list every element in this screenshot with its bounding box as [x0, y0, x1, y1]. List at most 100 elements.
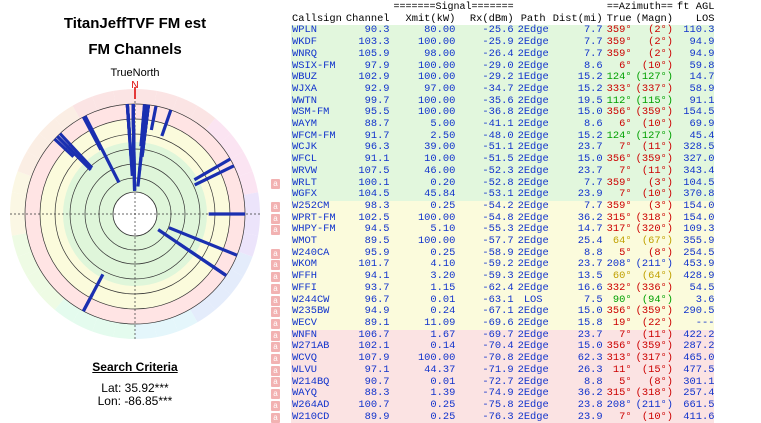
callsign-cell[interactable]: WFCM-FM [291, 130, 342, 143]
callsign-cell[interactable]: WRVW [291, 165, 342, 178]
alert-a-button[interactable]: a [271, 260, 280, 271]
col-xmit[interactable]: Xmit(kW) [405, 12, 456, 25]
callsign-cell[interactable]: WFCL [291, 153, 342, 166]
callsign-cell[interactable]: WAYQ [291, 387, 342, 400]
alert-a-button[interactable]: a [271, 365, 280, 376]
alert-a-button[interactable]: a [271, 213, 280, 224]
path-cell: 2Edge [513, 36, 549, 49]
path-cell: 2Edge [513, 25, 549, 38]
col-los[interactable]: LOS [695, 12, 715, 25]
col-true[interactable]: True [606, 12, 632, 25]
table-row[interactable]: WAYQ 88.3 1.39 -74.9 2Edge 36.2 315° (318°) 257.… [291, 387, 715, 400]
table-row[interactable]: W235BW 94.9 0.24 -67.1 2Edge 15.0 356° (359°) 29… [291, 306, 715, 318]
callsign-cell[interactable]: WKDF [291, 36, 342, 49]
callsign-cell[interactable]: W252CM [291, 200, 342, 213]
table-row[interactable]: WGFX 104.5 45.84 -53.1 2Edge 23.9 7° (10°) 370.8 [291, 189, 715, 201]
table-row[interactable]: WSM-FM 95.5 100.00 -36.8 2Edge 15.0 356° (359°)… [291, 107, 715, 120]
callsign-cell[interactable]: WNRQ [291, 48, 342, 61]
col-path[interactable]: Path [520, 12, 546, 25]
alert-a-button[interactable]: a [271, 295, 280, 306]
callsign-cell[interactable]: WSIX-FM [291, 60, 342, 73]
xmit-cell: 1.67 [389, 329, 456, 342]
col-channel[interactable]: Channel [345, 12, 390, 25]
callsign-cell[interactable]: W235BW [291, 306, 342, 318]
callsign-cell[interactable]: W264AD [291, 399, 342, 412]
table-row[interactable]: WAYM 88.7 5.00 -41.1 2Edge 8.6 6° (10°) 69.9 [291, 118, 715, 131]
alert-a-button[interactable]: a [271, 342, 280, 353]
col-rx[interactable]: Rx(dBm) [469, 12, 514, 25]
table-row[interactable]: W240CA 95.9 0.25 -58.9 2Edge 8.8 5° (8°) 254.5 [291, 247, 715, 260]
callsign-cell[interactable]: WSM-FM [291, 107, 342, 120]
callsign-cell[interactable]: WPRT-FM [291, 212, 342, 225]
callsign-cell[interactable]: WAYM [291, 118, 342, 131]
callsign-cell[interactable]: W214BQ [291, 376, 342, 389]
callsign-cell[interactable]: WCVQ [291, 352, 342, 365]
alert-a-button[interactable]: a [271, 318, 280, 329]
callsign-cell[interactable]: WFFH [291, 270, 342, 283]
table-row[interactable]: W271AB 102.1 0.14 -70.4 2Edge 15.0 356° (359°) 2… [291, 341, 715, 354]
table-row[interactable]: WFFI 93.7 1.15 -62.4 2Edge 16.6 332° (336°) 54.5 [291, 282, 715, 295]
table-row[interactable]: WFCM-FM 91.7 2.50 -48.0 2Edge 15.2 124° (127°) 4… [291, 130, 715, 143]
alert-a-button[interactable]: a [271, 178, 280, 189]
callsign-cell[interactable]: WRLT [291, 177, 342, 190]
callsign-cell[interactable]: WGFX [291, 189, 342, 201]
table-row[interactable]: W264AD 100.7 0.25 -75.8 2Edge 23.8 208° (211°) 6… [291, 399, 715, 412]
callsign-cell[interactable]: W244CW [291, 294, 342, 307]
col-magn[interactable]: (Magn) [635, 12, 674, 25]
table-row[interactable]: WHPY-FM 94.5 5.10 -55.3 2Edge 14.7 317° (320°) 1… [291, 224, 715, 237]
table-row[interactable]: WKOM 101.7 4.10 -59.2 2Edge 23.7 208° (211°) 453… [291, 259, 715, 272]
alert-a-button[interactable]: a [271, 272, 280, 283]
table-row[interactable]: WPRT-FM 102.5 100.00 -54.8 2Edge 36.2 315° (318… [291, 212, 715, 225]
table-row[interactable]: WSIX-FM 97.9 100.00 -29.0 2Edge 8.6 6° (10°) 59.… [291, 60, 715, 73]
callsign-cell[interactable]: WECV [291, 317, 342, 330]
col-dist[interactable]: Dist(mi) [552, 12, 603, 25]
callsign-cell[interactable]: WNFN [291, 329, 342, 342]
col-callsign[interactable]: Callsign [292, 12, 342, 25]
table-row[interactable]: WLVU 97.1 44.37 -71.9 2Edge 26.3 11° (15°) 477.5 [291, 364, 715, 377]
channel-cell: 91.7 [341, 130, 390, 143]
callsign-cell[interactable]: WKOM [291, 259, 342, 272]
alert-a-button[interactable]: a [271, 377, 280, 388]
table-row[interactable]: W214BQ 90.7 0.01 -72.7 2Edge 8.8 5° (8°) 301.1 [291, 376, 715, 389]
table-row[interactable]: WJXA 92.9 97.00 -34.7 2Edge 15.2 333° (337°) 58.… [291, 83, 715, 96]
alert-a-button[interactable]: a [271, 400, 280, 411]
table-row[interactable]: WCJK 96.3 39.00 -51.1 2Edge 23.7 7° (11°) 328.5 [291, 142, 715, 155]
table-row[interactable]: WCVQ 107.9 100.00 -70.8 2Edge 62.3 313° (317°) 4… [291, 352, 715, 365]
callsign-cell[interactable]: WHPY-FM [291, 224, 342, 237]
table-row[interactable]: W210CD 89.9 0.25 -76.3 2Edge 23.9 7° (10°) 411.6 [291, 411, 715, 423]
callsign-cell[interactable]: WJXA [291, 83, 342, 96]
table-row[interactable]: WECV 89.1 11.09 -69.6 2Edge 15.8 19° (22°) --- [291, 317, 715, 330]
alert-a-button[interactable]: a [271, 201, 280, 212]
table-row[interactable]: WFFH 94.1 3.20 -59.3 2Edge 13.5 60° (64°) 428.9 [291, 270, 715, 283]
alert-a-button[interactable]: a [271, 283, 280, 294]
table-row[interactable]: WNRQ 105.9 98.00 -26.4 2Edge 7.7 359° (2°) 94.9 [291, 48, 715, 61]
callsign-cell[interactable]: WWTN [291, 95, 342, 108]
callsign-cell[interactable]: WFFI [291, 282, 342, 295]
table-row[interactable]: WPLN 90.3 80.00 -25.6 2Edge 7.7 359° (2°) 110.3 [291, 25, 715, 38]
alert-a-button[interactable]: a [271, 225, 280, 236]
callsign-cell[interactable]: WPLN [291, 25, 342, 38]
alert-a-button[interactable]: a [271, 330, 280, 341]
callsign-cell[interactable]: WMOT [291, 235, 342, 248]
alert-a-button[interactable]: a [271, 248, 280, 259]
callsign-cell[interactable]: W271AB [291, 341, 342, 354]
callsign-cell[interactable]: WLVU [291, 364, 342, 377]
callsign-cell[interactable]: WBUZ [291, 72, 342, 84]
table-row[interactable]: WKDF 103.3 100.00 -25.9 2Edge 7.7 359° (2°) 94.9 [291, 36, 715, 49]
table-row[interactable]: WMOT 89.5 100.00 -57.7 2Edge 25.4 64° (67°) 355.… [291, 235, 715, 248]
xmit-cell: 2.50 [389, 130, 456, 143]
table-row[interactable]: WNFN 106.7 1.67 -69.7 2Edge 23.7 7° (11°) 422.2 [291, 329, 715, 342]
table-row[interactable]: WWTN 99.7 100.00 -35.6 2Edge 19.5 112° (115°) 91… [291, 95, 715, 108]
table-row[interactable]: W244CW 96.7 0.01 -63.1 LOS 7.5 90° (94°) 3.6 [291, 294, 715, 307]
callsign-cell[interactable]: WCJK [291, 142, 342, 155]
table-row[interactable]: WFCL 91.1 10.00 -51.5 2Edge 15.0 356° (359°) 327… [291, 153, 715, 166]
alert-a-button[interactable]: a [271, 307, 280, 318]
table-row[interactable]: WBUZ 102.9 100.00 -29.2 1Edge 15.2 124° (127°) 1… [291, 72, 715, 84]
alert-a-button[interactable]: a [271, 389, 280, 400]
table-row[interactable]: W252CM 98.3 0.25 -54.2 2Edge 7.7 359° (3°) 154.0 [291, 200, 715, 213]
callsign-cell[interactable]: W210CD [291, 411, 342, 423]
table-row[interactable]: WRVW 107.5 46.00 -52.3 2Edge 23.7 7° (11°) 343.4 [291, 165, 715, 178]
callsign-cell[interactable]: W240CA [291, 247, 342, 260]
table-row[interactable]: WRLT 100.1 0.20 -52.8 2Edge 7.7 359° (3°) 104.5 [291, 177, 715, 190]
alert-a-button[interactable]: a [271, 354, 280, 364]
